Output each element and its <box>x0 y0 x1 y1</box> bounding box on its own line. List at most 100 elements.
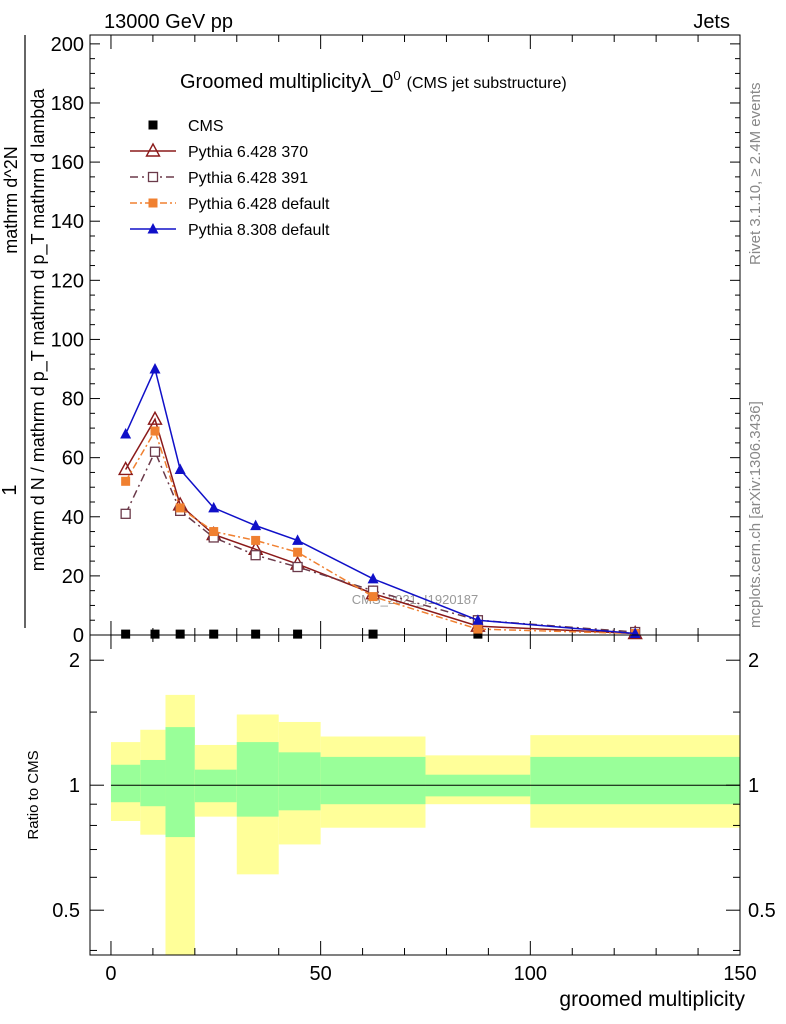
chart-title-superscript: 0 <box>393 68 400 83</box>
main-x-ticks <box>110 35 741 635</box>
main-y-tick-label: 160 <box>51 152 84 174</box>
x-axis-label: groomed multiplicity <box>559 988 745 1011</box>
data-point <box>293 629 303 639</box>
rivet-version-label: Rivet 3.1.10, ≥ 2.4M events <box>747 83 764 266</box>
x-tick-label: 150 <box>723 963 756 985</box>
x-axis: 0 50 100 150 <box>105 635 757 985</box>
x-tick-label: 100 <box>514 963 547 985</box>
data-point <box>120 508 131 519</box>
data-point <box>250 550 261 561</box>
ratio-y-tick-label: 1 <box>69 775 80 797</box>
legend-marker <box>147 223 159 234</box>
main-y-tick-label: 40 <box>62 507 84 529</box>
legend-marker <box>148 198 158 208</box>
ratio-inner-band <box>320 756 426 805</box>
ratio-inner-band <box>110 764 141 803</box>
ratio-inner-band <box>165 727 195 838</box>
header-category: Jets <box>693 11 730 33</box>
ratio-frame <box>89 634 741 956</box>
ratio-y-label: Ratio to CMS <box>25 750 42 839</box>
legend-label: CMS <box>188 118 224 135</box>
data-point <box>367 572 379 584</box>
legend-label: Pythia 6.428 370 <box>188 144 308 161</box>
series-4 <box>120 362 641 639</box>
data-point <box>292 561 303 573</box>
y-label-right: mathrm d^2N <box>1 146 21 253</box>
series-0 <box>121 629 640 639</box>
data-point <box>117 461 134 476</box>
data-point <box>473 624 483 634</box>
chart-subtitle: (CMS jet substructure) <box>407 75 567 92</box>
legend-label: Pythia 8.308 default <box>188 222 330 239</box>
main-panel: 0 20 40 60 80 100 120 140 160 180 200 CMS_2021_I19… <box>0 34 741 647</box>
ratio-uncertainty-bands <box>110 694 740 955</box>
main-y-axis-label: 1 mathrm d N / mathrm d p_T mathrm d p_T… <box>0 35 49 628</box>
main-series-group <box>117 362 643 640</box>
x-tick-label: 50 <box>310 963 332 985</box>
data-point <box>251 629 261 639</box>
legend: CMS Pythia 6.428 370 Pythia 6.428 391 Pythi… <box>130 118 330 239</box>
ratio-inner-band <box>278 752 321 811</box>
mcplots-source-label: mcplots.cern.ch [arXiv:1306.3436] <box>747 401 764 628</box>
main-y-tick-label: 180 <box>51 93 84 115</box>
y-label-denominator: mathrm d N / mathrm d p_T mathrm d p_T m… <box>28 88 49 571</box>
x-tick-label: 0 <box>105 963 116 985</box>
legend-marker <box>148 120 158 130</box>
main-y-tick-label: 200 <box>51 34 84 56</box>
data-point <box>209 629 219 639</box>
data-point <box>150 629 160 639</box>
data-point <box>251 535 261 545</box>
data-point <box>292 534 304 545</box>
header-energy: 13000 GeV pp <box>104 11 233 33</box>
ratio-inner-band <box>236 742 279 817</box>
data-point <box>208 501 220 513</box>
data-point <box>368 629 378 639</box>
main-y-tick-label: 120 <box>51 270 84 292</box>
ratio-y-tick-label-right: 2 <box>748 650 759 672</box>
main-y-tick-label: 0 <box>73 625 84 647</box>
data-point <box>473 629 483 639</box>
legend-label: Pythia 6.428 default <box>188 196 330 213</box>
main-y-axis: 0 20 40 60 80 100 120 140 160 180 200 <box>51 34 740 647</box>
series-3 <box>121 426 640 639</box>
data-point <box>149 362 161 374</box>
data-point <box>149 446 161 457</box>
data-point <box>121 476 131 486</box>
data-point <box>293 547 303 557</box>
chart-title: Groomed multiplicityλ_00 (CMS jet substru… <box>180 68 567 93</box>
ratio-y-tick-label: 0.5 <box>52 900 80 922</box>
data-point <box>174 463 186 474</box>
ratio-y-tick-label: 2 <box>69 650 80 672</box>
main-y-tick-label: 80 <box>62 389 84 411</box>
series-line <box>124 417 636 635</box>
data-point <box>472 614 484 625</box>
ratio-inner-band <box>530 756 740 805</box>
ratio-inner-band <box>194 769 237 803</box>
data-point <box>150 426 160 436</box>
data-point <box>175 629 185 639</box>
y-label-numerator: 1 <box>0 484 21 495</box>
legend-marker <box>147 171 159 183</box>
data-point <box>175 503 185 513</box>
legend-label: Pythia 6.428 391 <box>188 170 308 187</box>
main-y-tick-label: 20 <box>62 566 84 588</box>
ratio-inner-band <box>140 759 166 807</box>
main-y-tick-label: 140 <box>51 211 84 233</box>
ratio-panel: 0.5 0.5 1 1 2 2 0 50 100 150 Ratio to CMS groome… <box>25 634 776 1011</box>
ratio-y-axis: 0.5 0.5 1 1 2 2 <box>52 650 776 951</box>
data-point <box>120 428 132 439</box>
chart-title-text: Groomed multiplicityλ_0 <box>180 71 393 93</box>
data-point <box>147 410 163 425</box>
ratio-y-tick-label-right: 1 <box>748 775 759 797</box>
ratio-y-tick-label-right: 0.5 <box>748 900 776 922</box>
series-line <box>124 429 636 635</box>
analysis-watermark: CMS_2021_I1920187 <box>352 592 479 607</box>
legend-marker <box>145 142 161 157</box>
data-point <box>209 527 219 537</box>
main-y-tick-label: 60 <box>62 448 84 470</box>
data-point <box>121 629 131 639</box>
data-point <box>250 519 262 531</box>
main-y-tick-label: 100 <box>51 329 84 351</box>
data-point <box>368 592 378 602</box>
